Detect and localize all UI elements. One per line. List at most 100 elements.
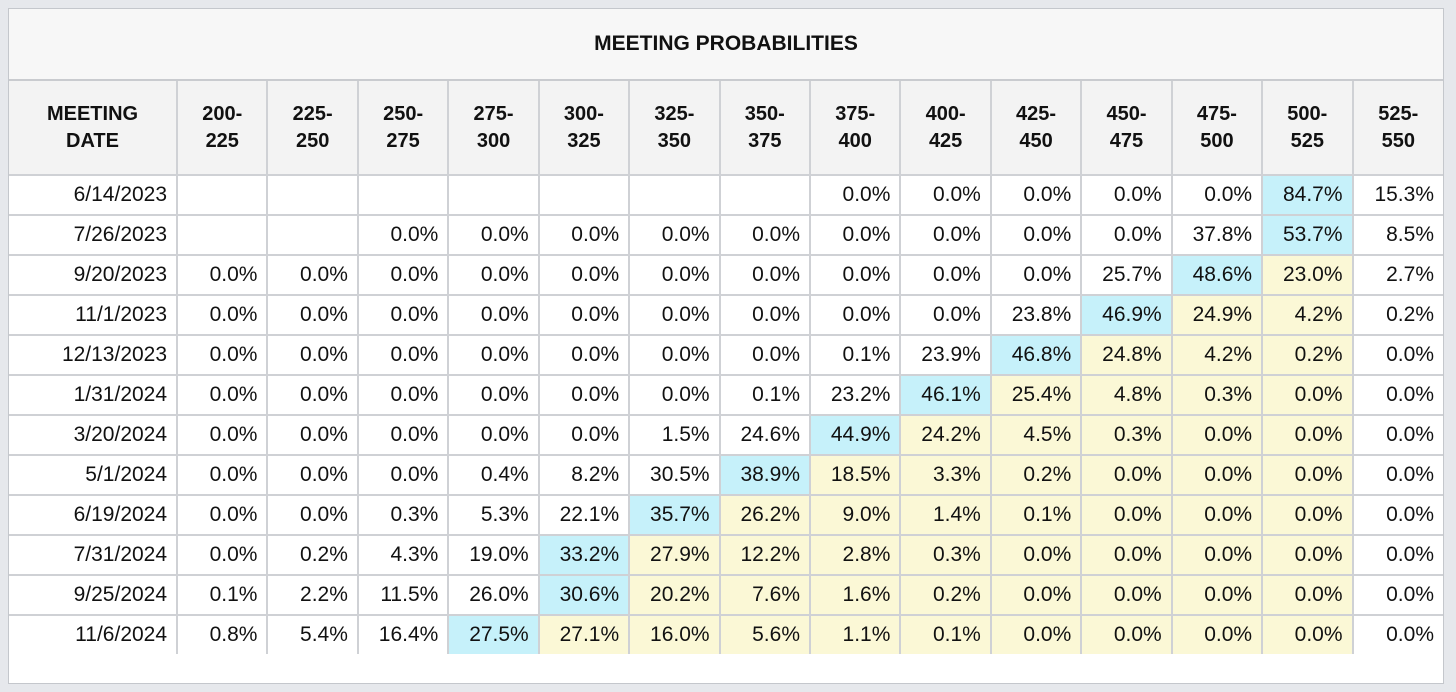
probability-table: MEETING DATE 200- 225 225- 250 250- 275 275-… bbox=[9, 81, 1443, 654]
probability-cell: 0.0% bbox=[266, 494, 359, 536]
probability-cell: 0.0% bbox=[1261, 574, 1354, 616]
probability-cell: 19.0% bbox=[447, 534, 540, 576]
probability-cell: 35.7% bbox=[628, 494, 721, 536]
probability-cell: 1.5% bbox=[628, 414, 721, 456]
probability-cell: 0.0% bbox=[447, 294, 540, 336]
probability-cell: 24.2% bbox=[899, 414, 992, 456]
table-row: 6/14/2023 0.0% 0.0% 0.0% 0.0% 0.0% 84.7% 15.3% bbox=[9, 174, 1443, 216]
table-row: 9/25/2024 0.1% 2.2% 11.5% 26.0% 30.6% 20.2% 7.6… bbox=[9, 574, 1443, 616]
header-meeting-date: MEETING DATE bbox=[9, 81, 179, 176]
probability-cell: 0.0% bbox=[176, 334, 269, 376]
probability-cell: 0.0% bbox=[628, 254, 721, 296]
table-row: 12/13/2023 0.0% 0.0% 0.0% 0.0% 0.0% 0.0% 0.0% 0.… bbox=[9, 334, 1443, 376]
probability-cell: 0.0% bbox=[356, 214, 450, 256]
probability-cell: 20.2% bbox=[628, 574, 721, 616]
probability-cell: 0.0% bbox=[628, 214, 721, 256]
header-range: 225- 250 bbox=[266, 81, 359, 176]
probability-cell bbox=[176, 214, 269, 256]
probability-cell: 0.0% bbox=[989, 614, 1083, 654]
probability-cell: 8.5% bbox=[1351, 214, 1443, 256]
table-row: 9/20/2023 0.0% 0.0% 0.0% 0.0% 0.0% 0.0% 0.0% 0.0… bbox=[9, 254, 1443, 296]
header-range: 500- 525 bbox=[1261, 81, 1354, 176]
probability-cell: 1.4% bbox=[899, 494, 992, 536]
probability-cell: 0.3% bbox=[1080, 414, 1173, 456]
header-range: 200- 225 bbox=[176, 81, 269, 176]
probability-cell bbox=[718, 174, 812, 216]
probability-cell: 24.6% bbox=[718, 414, 812, 456]
probability-cell: 0.0% bbox=[899, 214, 992, 256]
probability-cell: 0.0% bbox=[1170, 454, 1264, 496]
probability-cell: 0.0% bbox=[989, 254, 1083, 296]
probability-cell: 0.0% bbox=[266, 454, 359, 496]
meeting-date-cell: 11/6/2024 bbox=[9, 614, 179, 654]
table-row: 7/31/2024 0.0% 0.2% 4.3% 19.0% 33.2% 27.9% 12.2… bbox=[9, 534, 1443, 576]
table-body: 6/14/2023 0.0% 0.0% 0.0% 0.0% 0.0% 84.7% 15.3% 7… bbox=[9, 174, 1443, 654]
probability-cell: 0.0% bbox=[628, 374, 721, 416]
probability-cell: 0.0% bbox=[718, 254, 812, 296]
probability-cell: 8.2% bbox=[537, 454, 631, 496]
probability-cell: 0.0% bbox=[989, 534, 1083, 576]
probability-cell: 4.2% bbox=[1170, 334, 1264, 376]
probability-cell bbox=[266, 214, 359, 256]
probability-cell: 0.0% bbox=[1261, 614, 1354, 654]
probability-cell bbox=[537, 174, 631, 216]
probability-cell: 0.0% bbox=[1261, 414, 1354, 456]
probability-cell: 0.0% bbox=[447, 414, 540, 456]
meeting-probabilities-panel: MEETING PROBABILITIES MEETING DATE 200- 2… bbox=[8, 8, 1444, 684]
probability-cell bbox=[628, 174, 721, 216]
probability-cell: 0.0% bbox=[537, 214, 631, 256]
probability-cell: 0.3% bbox=[1170, 374, 1264, 416]
header-range: 425- 450 bbox=[989, 81, 1083, 176]
probability-cell: 0.0% bbox=[1080, 614, 1173, 654]
probability-cell: 0.0% bbox=[1351, 414, 1443, 456]
probability-cell: 0.0% bbox=[356, 334, 450, 376]
probability-cell: 0.0% bbox=[808, 174, 902, 216]
probability-cell: 0.0% bbox=[1170, 494, 1264, 536]
probability-cell: 46.9% bbox=[1080, 294, 1173, 336]
probability-cell: 22.1% bbox=[537, 494, 631, 536]
probability-cell: 38.9% bbox=[718, 454, 812, 496]
probability-cell: 0.0% bbox=[1170, 534, 1264, 576]
probability-cell: 0.0% bbox=[899, 294, 992, 336]
probability-cell: 0.0% bbox=[1351, 334, 1443, 376]
probability-cell: 15.3% bbox=[1351, 174, 1443, 216]
probability-cell: 0.1% bbox=[176, 574, 269, 616]
probability-cell: 0.0% bbox=[1170, 614, 1264, 654]
probability-cell: 0.0% bbox=[1170, 414, 1264, 456]
probability-cell: 27.1% bbox=[537, 614, 631, 654]
probability-cell: 25.4% bbox=[989, 374, 1083, 416]
probability-cell: 53.7% bbox=[1261, 214, 1354, 256]
probability-cell: 0.0% bbox=[1080, 494, 1173, 536]
probability-cell bbox=[266, 174, 359, 216]
probability-cell: 0.0% bbox=[1351, 574, 1443, 616]
probability-cell: 23.9% bbox=[899, 334, 992, 376]
probability-cell: 0.0% bbox=[899, 254, 992, 296]
probability-cell: 30.6% bbox=[537, 574, 631, 616]
probability-cell: 1.6% bbox=[808, 574, 902, 616]
header-range: 300- 325 bbox=[537, 81, 631, 176]
probability-cell: 46.1% bbox=[899, 374, 992, 416]
meeting-date-cell: 6/19/2024 bbox=[9, 494, 179, 536]
probability-cell: 0.0% bbox=[1351, 614, 1443, 654]
probability-cell: 0.0% bbox=[808, 214, 902, 256]
probability-cell: 3.3% bbox=[899, 454, 992, 496]
meeting-date-cell: 9/25/2024 bbox=[9, 574, 179, 616]
probability-cell: 0.0% bbox=[989, 214, 1083, 256]
probability-cell: 0.0% bbox=[1080, 454, 1173, 496]
probability-cell: 4.2% bbox=[1261, 294, 1354, 336]
probability-cell: 16.0% bbox=[628, 614, 721, 654]
probability-cell bbox=[176, 174, 269, 216]
probability-cell: 0.1% bbox=[718, 374, 812, 416]
probability-cell: 24.8% bbox=[1080, 334, 1173, 376]
probability-cell: 26.0% bbox=[447, 574, 540, 616]
meeting-date-cell: 5/1/2024 bbox=[9, 454, 179, 496]
probability-cell: 0.0% bbox=[447, 374, 540, 416]
probability-cell: 2.7% bbox=[1351, 254, 1443, 296]
probability-cell: 0.1% bbox=[808, 334, 902, 376]
header-range: 525- 550 bbox=[1351, 81, 1443, 176]
probability-cell: 30.5% bbox=[628, 454, 721, 496]
header-row: MEETING DATE 200- 225 225- 250 250- 275 275-… bbox=[9, 81, 1443, 176]
probability-cell: 0.0% bbox=[1080, 534, 1173, 576]
header-range: 475- 500 bbox=[1170, 81, 1264, 176]
probability-cell: 0.0% bbox=[356, 254, 450, 296]
